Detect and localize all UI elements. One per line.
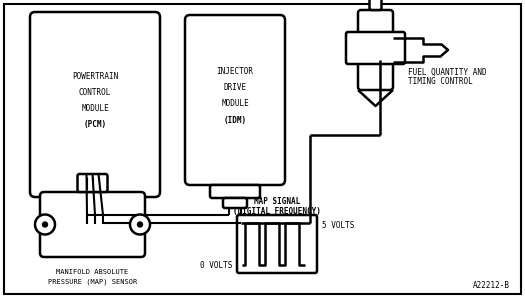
- FancyBboxPatch shape: [65, 197, 125, 212]
- FancyBboxPatch shape: [358, 10, 393, 90]
- FancyBboxPatch shape: [346, 32, 405, 64]
- Text: 0 VOLTS: 0 VOLTS: [200, 260, 232, 269]
- Text: INJECTOR: INJECTOR: [216, 68, 254, 77]
- FancyBboxPatch shape: [40, 192, 145, 257]
- FancyBboxPatch shape: [185, 15, 285, 185]
- FancyBboxPatch shape: [210, 185, 260, 198]
- Circle shape: [138, 222, 142, 227]
- Circle shape: [130, 215, 150, 235]
- Text: TIMING CONTROL: TIMING CONTROL: [408, 77, 472, 86]
- Text: PRESSURE (MAP) SENSOR: PRESSURE (MAP) SENSOR: [48, 279, 137, 285]
- FancyBboxPatch shape: [78, 174, 108, 192]
- Text: MANIFOLD ABSOLUTE: MANIFOLD ABSOLUTE: [56, 269, 129, 275]
- Text: FUEL QUANTITY AND: FUEL QUANTITY AND: [408, 68, 487, 77]
- Text: CONTROL: CONTROL: [79, 88, 111, 97]
- FancyBboxPatch shape: [237, 215, 317, 273]
- Text: (PCM): (PCM): [83, 120, 107, 129]
- Circle shape: [43, 222, 47, 227]
- Text: MAP SIGNAL: MAP SIGNAL: [254, 196, 300, 206]
- Circle shape: [35, 215, 55, 235]
- FancyBboxPatch shape: [81, 212, 109, 224]
- Text: (IDM): (IDM): [224, 116, 247, 125]
- Text: MODULE: MODULE: [81, 104, 109, 113]
- Text: A22212-B: A22212-B: [473, 281, 510, 290]
- FancyBboxPatch shape: [30, 12, 160, 197]
- FancyBboxPatch shape: [370, 0, 382, 10]
- Text: 5 VOLTS: 5 VOLTS: [322, 221, 354, 229]
- Text: POWERTRAIN: POWERTRAIN: [72, 72, 118, 81]
- Text: MODULE: MODULE: [221, 100, 249, 108]
- Text: (DIGITAL FREQUENCY): (DIGITAL FREQUENCY): [233, 207, 321, 215]
- FancyBboxPatch shape: [223, 198, 247, 208]
- Text: DRIVE: DRIVE: [224, 83, 247, 92]
